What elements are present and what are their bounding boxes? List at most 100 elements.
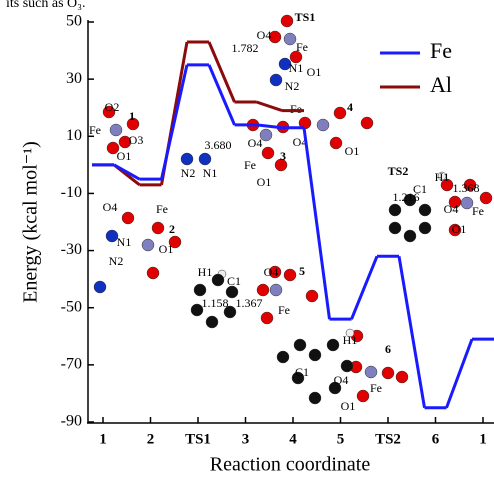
annotation: Fe	[296, 40, 308, 54]
atom	[283, 32, 297, 46]
annotation: O1	[345, 144, 360, 158]
annotation: O1	[117, 149, 132, 163]
x-axis-label: Reaction coordinate	[210, 454, 371, 476]
y-tick-label: -30	[61, 241, 82, 258]
atom	[479, 191, 493, 205]
atom	[274, 158, 288, 172]
x-tick-label: 5	[337, 431, 345, 447]
atom	[448, 223, 462, 237]
connector	[302, 127, 331, 320]
x-tick-label: 4	[289, 431, 297, 447]
molecule-drawings	[93, 14, 493, 405]
atom	[283, 268, 297, 282]
x-tick-label: TS2	[375, 431, 401, 447]
x-tick-label: 1	[99, 431, 107, 447]
atom	[193, 283, 207, 297]
atom	[269, 283, 283, 297]
annotation: C1	[413, 182, 427, 196]
annotation: 1.216	[393, 190, 420, 204]
annotation: 1.782	[232, 41, 259, 55]
annotation: O4	[444, 202, 459, 216]
atom	[105, 229, 119, 243]
atom	[151, 221, 165, 235]
legend-label: Fe	[430, 38, 452, 63]
atom	[289, 50, 303, 64]
annotation: Fe	[472, 204, 484, 218]
atom	[395, 370, 409, 384]
annotation: O1	[257, 175, 272, 189]
annotation: Fe	[89, 123, 101, 137]
atom	[146, 266, 160, 280]
atom	[260, 311, 274, 325]
annotation: 4	[347, 100, 353, 114]
atom	[268, 30, 282, 44]
annotation: TS2	[388, 164, 409, 178]
atom	[168, 235, 182, 249]
atom	[316, 118, 330, 132]
atom	[291, 371, 305, 385]
annotation: O1	[452, 222, 467, 236]
atom	[109, 123, 123, 137]
annotation: H1	[343, 333, 358, 347]
atom	[308, 391, 322, 405]
annotation: O4	[248, 136, 263, 150]
y-tick-label: 50	[66, 13, 82, 30]
atom	[333, 106, 347, 120]
connector	[256, 100, 283, 112]
annotation: H1	[198, 265, 213, 279]
annotation: N2	[181, 166, 196, 180]
annotation: 6	[385, 342, 391, 356]
annotation: N2	[285, 79, 300, 93]
atom	[93, 280, 107, 294]
atom	[276, 350, 290, 364]
atom	[328, 381, 342, 395]
y-axis-label: Energy (kcal mol⁻¹)	[20, 141, 42, 303]
connector	[256, 123, 283, 130]
atom	[305, 289, 319, 303]
atom	[190, 303, 204, 317]
annotation: N1	[117, 235, 132, 249]
connector	[160, 64, 189, 180]
atom	[326, 338, 340, 352]
x-tick-label: TS1	[185, 431, 211, 447]
atom	[141, 238, 155, 252]
atom	[106, 141, 120, 155]
x-tick-label: 3	[242, 431, 250, 447]
connector	[397, 256, 426, 408]
annotation: Fe	[370, 381, 382, 395]
annotation: C1	[227, 274, 241, 288]
annotation: 1.367	[236, 296, 263, 310]
annotation: N1	[289, 61, 304, 75]
atom	[340, 359, 354, 373]
atom	[278, 57, 292, 71]
atom	[293, 338, 307, 352]
annotation: 5	[299, 264, 305, 278]
annotation: O4	[103, 200, 118, 214]
annotation: 1.368	[453, 181, 480, 195]
atom	[102, 105, 116, 119]
y-tick-label: -10	[61, 184, 82, 201]
annotation: 1	[129, 109, 135, 123]
annotation: H1	[435, 170, 450, 184]
annotation: O4	[293, 135, 308, 149]
y-tick-label: 10	[66, 127, 82, 144]
annotation: 1.158	[202, 296, 229, 310]
atom	[437, 171, 447, 181]
atom	[329, 136, 343, 150]
annotation: O1	[159, 242, 174, 256]
atom	[418, 203, 432, 217]
annotation: 3	[280, 149, 286, 163]
connector	[113, 163, 141, 181]
annotation: N1	[203, 166, 218, 180]
annotation: Fe	[244, 158, 256, 172]
atom	[118, 135, 132, 149]
connector	[445, 338, 474, 409]
atom	[223, 305, 237, 319]
atom	[268, 265, 282, 279]
annotation: 2	[169, 222, 175, 236]
atom	[364, 365, 378, 379]
atom	[403, 193, 417, 207]
atom	[440, 178, 454, 192]
annotation: 3.680	[205, 138, 232, 152]
